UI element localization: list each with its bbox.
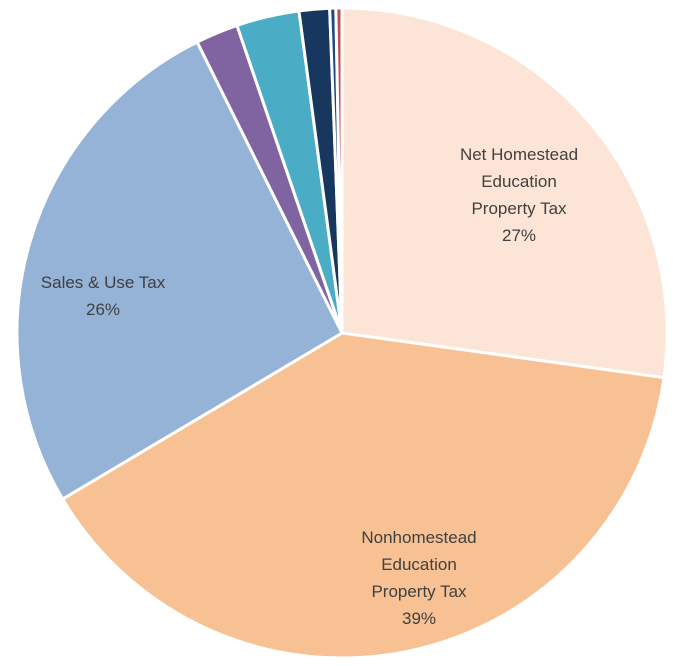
pie-slice-sales-use-tax	[15, 40, 344, 501]
pie-slice-net-homestead-education-property-tax	[340, 6, 669, 380]
pie-slice-7	[334, 6, 344, 335]
slice-label-line: Sales & Use Tax	[41, 273, 166, 292]
slice-label-line: Education	[481, 172, 557, 191]
pie-slice-nonhomestead-education-property-tax	[61, 331, 666, 660]
slice-label: Sales & Use Tax 26%	[41, 273, 166, 319]
slice-label-line: Net Homestead	[460, 145, 578, 164]
pie-slices	[15, 6, 669, 660]
pie-labels: Net Homestead Education Property Tax 27% Non…	[41, 145, 578, 628]
slice-label: Nonhomestead Education Property Tax 39%	[361, 528, 476, 628]
slice-value-label: 26%	[86, 300, 120, 319]
slice-value-label: 39%	[402, 609, 436, 628]
slice-label-line: Property Tax	[371, 582, 467, 601]
slice-label-line: Nonhomestead	[361, 528, 476, 547]
slice-label: Net Homestead Education Property Tax 27%	[460, 145, 578, 245]
slice-label-line: Education	[381, 555, 457, 574]
slice-value-label: 27%	[502, 226, 536, 245]
slice-label-line: Property Tax	[471, 199, 567, 218]
